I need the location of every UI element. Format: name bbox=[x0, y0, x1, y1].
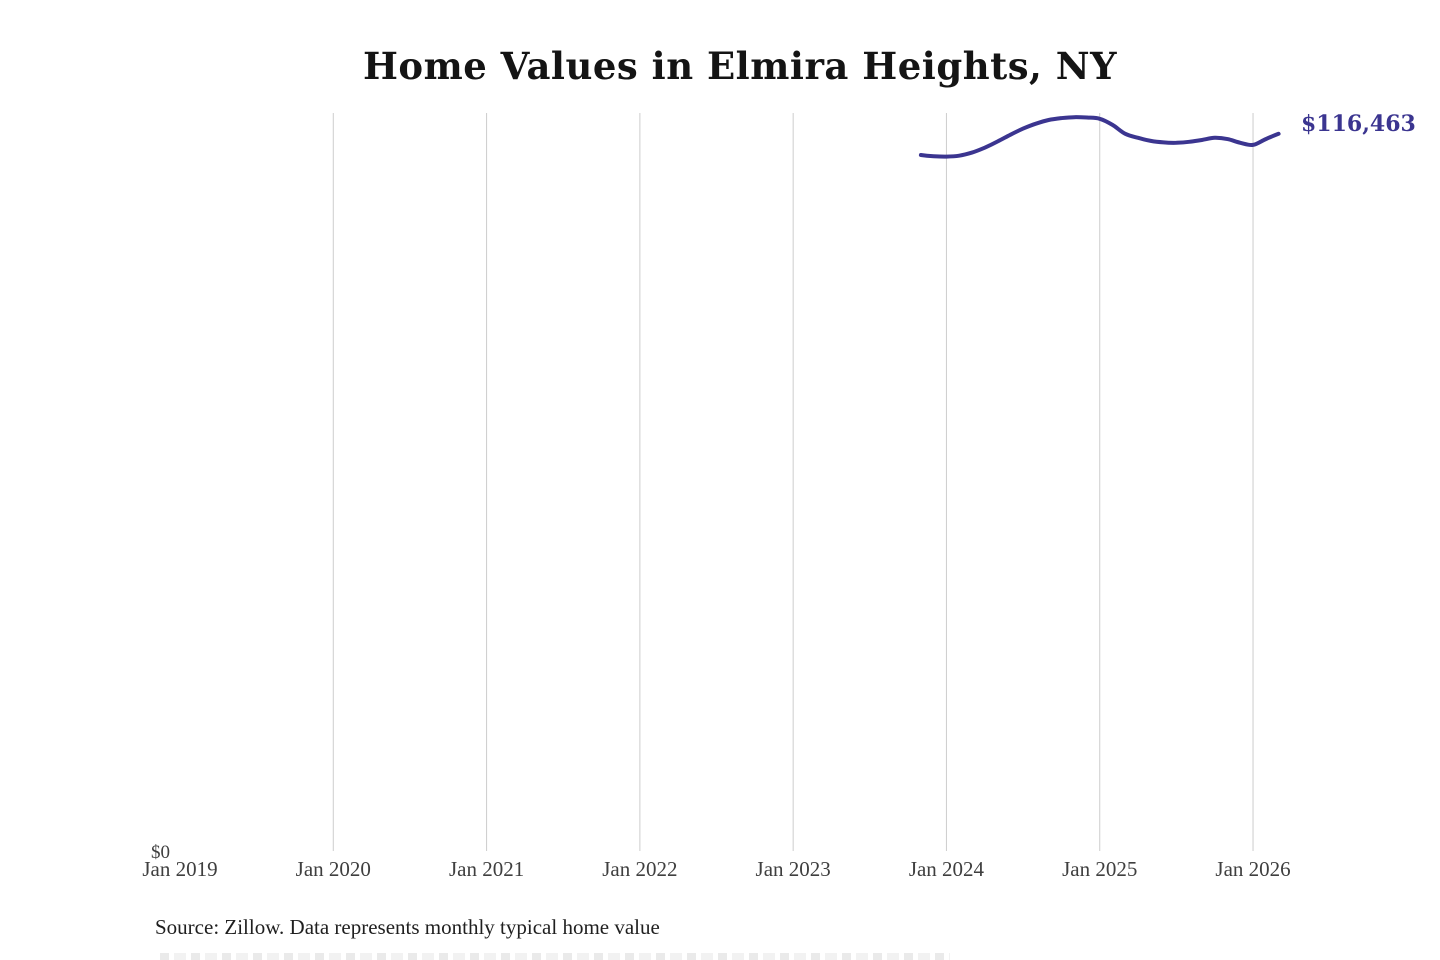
latest-value-annotation: $116,463 bbox=[1301, 111, 1416, 137]
x-axis-tick-label: Jan 2025 bbox=[1062, 857, 1138, 881]
vertical-gridlines bbox=[332, 113, 1254, 851]
x-axis-tick-label: Jan 2019 bbox=[142, 857, 218, 881]
chart-title: Home Values in Elmira Heights, NY bbox=[362, 44, 1118, 88]
x-axis-tick-label: Jan 2020 bbox=[295, 857, 371, 881]
x-axis-tick-label: Jan 2023 bbox=[755, 857, 831, 881]
cut-off-bottom-text-remnant bbox=[160, 953, 950, 960]
home-value-line-series bbox=[918, 115, 1281, 159]
x-axis-tick-label: Jan 2022 bbox=[602, 857, 678, 881]
source-attribution-note: Source: Zillow. Data represents monthly … bbox=[155, 915, 660, 939]
x-axis-tick-label: Jan 2026 bbox=[1215, 857, 1291, 881]
x-axis-tick-label: Jan 2024 bbox=[908, 857, 985, 881]
y-axis-zero-tick-label: $0 bbox=[151, 842, 170, 863]
x-axis-tick-label: Jan 2021 bbox=[448, 857, 525, 881]
